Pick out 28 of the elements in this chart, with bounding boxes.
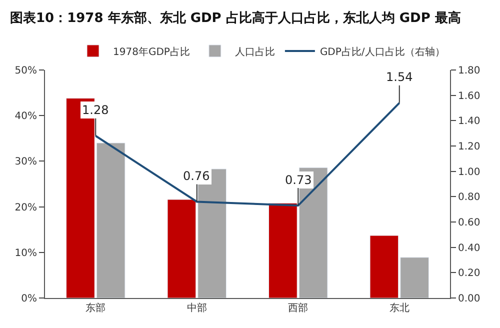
y2-tick-label: 1.80 bbox=[458, 66, 480, 76]
y2-tick-label: 1.00 bbox=[458, 166, 480, 178]
y2-tick-label: 0.00 bbox=[458, 294, 480, 304]
y-tick-label: 20% bbox=[14, 202, 37, 214]
y2-tick-label: 1.60 bbox=[458, 90, 480, 102]
y-tick-label: 50% bbox=[14, 66, 37, 76]
legend-label: 人口占比 bbox=[234, 46, 275, 58]
chart-title: 图表10：1978 年东部、东北 GDP 占比高于人口占比，东北人均 GDP 最高 bbox=[10, 10, 461, 26]
y-tick-label: 0% bbox=[21, 294, 37, 304]
data-label: 0.76 bbox=[183, 169, 210, 183]
data-label: 1.28 bbox=[82, 103, 109, 117]
data-label: 1.54 bbox=[386, 70, 413, 84]
x-tick-label: 东北 bbox=[389, 302, 410, 314]
y2-tick-label: 0.60 bbox=[458, 218, 480, 228]
legend-label: 1978年GDP占比 bbox=[113, 46, 190, 58]
y2-tick-label: 1.40 bbox=[458, 116, 480, 128]
legend-label: GDP占比/人口占比（右轴） bbox=[320, 46, 445, 58]
y-tick-label: 30% bbox=[14, 156, 37, 168]
data-label: 0.73 bbox=[285, 173, 312, 187]
x-tick-label: 西部 bbox=[288, 302, 308, 314]
x-tick-label: 东部 bbox=[86, 302, 106, 314]
y2-tick-label: 1.20 bbox=[458, 142, 480, 152]
x-tick-label: 中部 bbox=[186, 302, 207, 314]
y2-tick-label: 0.20 bbox=[458, 268, 480, 280]
y-tick-label: 10% bbox=[14, 248, 37, 259]
y2-tick-label: 0.40 bbox=[458, 242, 480, 254]
y-tick-label: 40% bbox=[14, 111, 37, 122]
y2-tick-label: 0.80 bbox=[458, 192, 480, 204]
